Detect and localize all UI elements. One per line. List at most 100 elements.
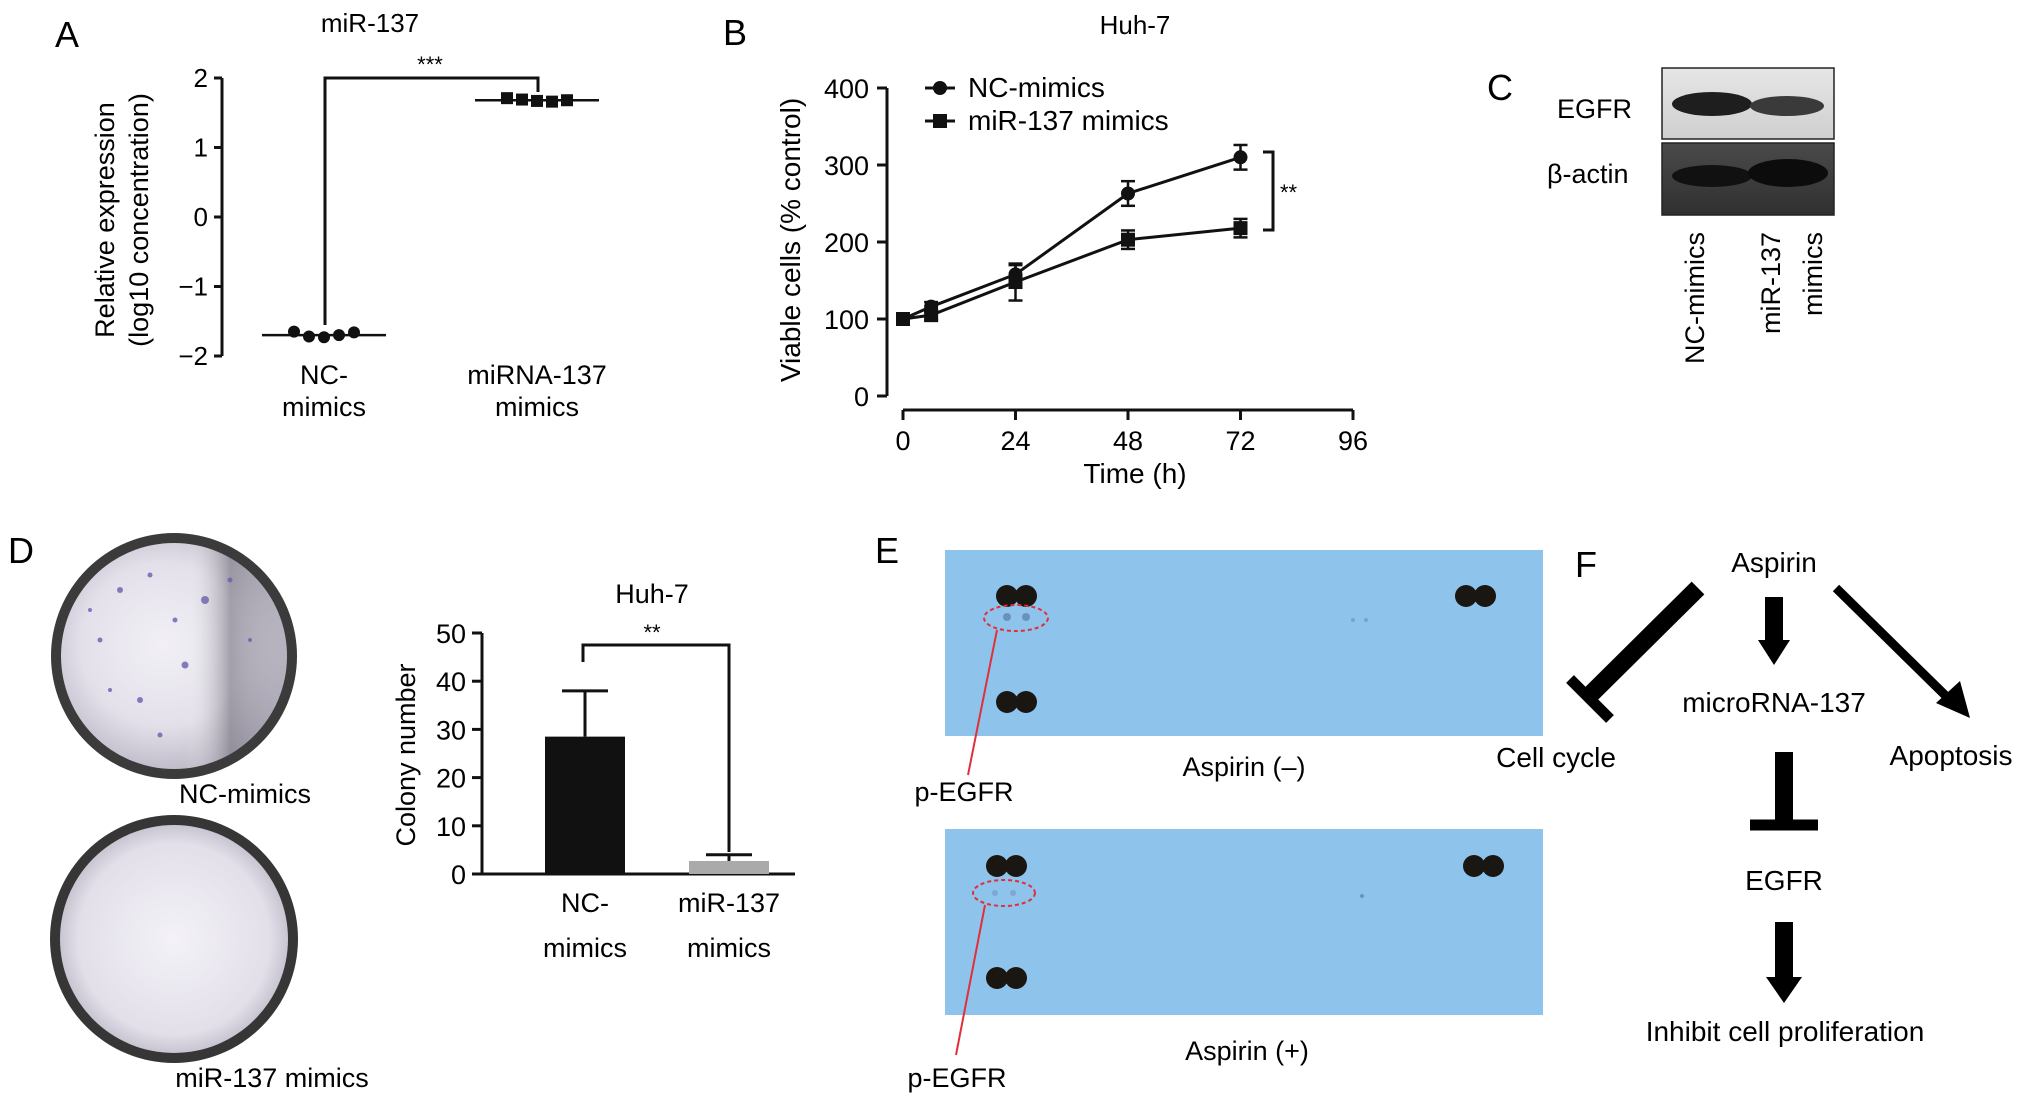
panel-b-x-tick-label: 0 [895, 426, 910, 456]
array-spot-ref-4a [986, 855, 1008, 877]
panel-letter-b: B [723, 12, 747, 53]
panel-d-ylabel: Colony number [391, 663, 421, 846]
array-caption-aspirin-plus: Aspirin (+) [1185, 1036, 1309, 1066]
panel-d-significance-bracket [581, 643, 731, 852]
panel-b-x-tick-label: 72 [1225, 426, 1255, 456]
panel-a-point [501, 92, 513, 105]
panel-a-point [333, 329, 345, 342]
panel-b-point [1008, 275, 1023, 290]
panel-b-point [896, 312, 910, 326]
pathway-node-aspirin: Aspirin [1731, 547, 1817, 578]
pathway-node-egfr: EGFR [1745, 865, 1823, 896]
pegfr-pointer-line-1 [967, 629, 998, 776]
pegfr-highlight-circle-2 [972, 879, 1036, 907]
panel-a-point [561, 94, 573, 107]
panel-a-ylabel-line1: Relative expression [90, 102, 120, 338]
panel-d-y-tick-label: 10 [436, 812, 466, 842]
panel-b-y-tick-label: 400 [824, 74, 869, 104]
panel-letter-e: E [875, 530, 899, 571]
panel-c-band-label-egfr: EGFR [1557, 94, 1632, 124]
panel-c-band-egfr-mir137 [1750, 96, 1824, 116]
panel-d-y-tick-label: 0 [451, 860, 466, 890]
panel-b-y-tick-label: 300 [824, 151, 869, 181]
panel-d-marks [545, 689, 769, 874]
panel-f: F Aspirin Cell cycle microRNA-137 Apopto… [1496, 544, 2012, 1047]
panel-d-y-tick-label: 20 [436, 764, 466, 794]
panel-a-point [546, 95, 558, 108]
panel-letter-f: F [1575, 544, 1597, 585]
panel-b-point [924, 308, 939, 323]
array-spot-ref-6a [986, 967, 1008, 989]
panel-d-significance-label: ** [643, 620, 661, 645]
panel-b-axes: 400 300 200 100 00 24 48 72 96 [824, 74, 1368, 456]
panel-a-title: miR-137 [321, 8, 419, 38]
array-spot-faint-2 [1360, 894, 1364, 898]
panel-c-lane-label-1: NC-mimics [1680, 232, 1710, 364]
panel-a-marks [262, 92, 599, 344]
panel-b-point [1121, 232, 1135, 247]
panel-a-point [318, 331, 330, 344]
colony-dish-2-plate [60, 825, 288, 1053]
panel-b-y-tick-label: 200 [824, 228, 869, 258]
panel-a-significance-bracket [323, 76, 540, 325]
pathway-arrow-head-outcome [1766, 977, 1802, 1003]
panel-d: D NC-mimics miR-137 mimics Huh-7 Colony … [8, 530, 795, 1093]
panel-c-band-actin-mir137 [1748, 159, 1828, 187]
panel-d-y-tick-label: 30 [436, 715, 466, 745]
panel-letter-d: D [8, 530, 34, 571]
panel-a-category-1-line2: mimics [282, 392, 366, 422]
panel-d-bar [689, 860, 769, 874]
pegfr-label-2: p-EGFR [907, 1063, 1006, 1093]
panel-a-category-2-line1: miRNA-137 [467, 360, 607, 390]
panel-a-ylabel-line2: (log10 concentration) [124, 93, 154, 347]
panel-b-marks [896, 143, 1248, 326]
array-spot-pegfr-1b [1022, 613, 1030, 621]
panel-letter-c: C [1487, 67, 1513, 108]
pathway-node-cell-cycle: Cell cycle [1496, 742, 1616, 773]
panel-d-category-1-line2: mimics [543, 933, 627, 963]
pathway-node-apoptosis: Apoptosis [1890, 740, 2013, 771]
panel-a-category-1-line1: NC- [300, 360, 348, 390]
array-spot-ref-5a [1463, 855, 1485, 877]
pathway-node-outcome: Inhibit cell proliferation [1646, 1016, 1925, 1047]
array-spot-ref-2a [1455, 585, 1477, 607]
panel-a-y-tick-label: −1 [178, 272, 208, 302]
array-spot-ref-3b [1015, 691, 1037, 713]
panel-b-legend-marker-2 [933, 114, 947, 128]
panel-a-axes: 2 1 0 −1 −2 [178, 63, 224, 371]
panel-letter-a: A [55, 14, 79, 55]
array-spot-ref-3a [996, 691, 1018, 713]
pathway-arrow-shaft-apoptosis [1832, 584, 1954, 704]
panel-a-point [531, 94, 543, 107]
panel-b: B Huh-7 Viable cells (% control) 400 300 2… [723, 10, 1368, 489]
array-membrane-aspirin-minus [945, 550, 1543, 736]
colony-dish-1-label: NC-mimics [179, 779, 311, 809]
array-spot-pegfr-1a [1003, 613, 1011, 621]
pegfr-label-1: p-EGFR [914, 777, 1013, 807]
panel-c-band-egfr-nc [1672, 92, 1752, 116]
panel-d-category-2-line2: mimics [687, 933, 771, 963]
panel-a-y-tick-label: 0 [194, 202, 208, 232]
panel-c-lane-label-2-line1: miR-137 [1756, 232, 1786, 334]
panel-e: E p-EGFR Aspirin (–) p-EGFR Aspirin (+) [875, 530, 1543, 1093]
colony-dish-1-colonies [88, 572, 252, 738]
panel-b-x-tick-label: 24 [1000, 426, 1030, 456]
panel-d-category-1-line1: NC- [561, 888, 609, 918]
panel-d-axes: 50 40 30 20 10 0 [436, 619, 795, 890]
panel-b-point [1233, 221, 1248, 236]
panel-a-y-tick-label: 2 [194, 63, 208, 93]
panel-b-y-tick-label: 0 [854, 382, 869, 412]
panel-d-bar [545, 736, 625, 874]
panel-a-y-tick-label: 1 [194, 133, 208, 163]
pathway-node-mirna: microRNA-137 [1682, 687, 1866, 718]
panel-b-x-tick-label: 48 [1113, 426, 1143, 456]
pathway-arrow-head-apoptosis [1936, 681, 1970, 718]
colony-dish-1-shadow [61, 543, 287, 769]
array-spot-ref-2b [1474, 585, 1496, 607]
array-spot-ref-5b [1482, 855, 1504, 877]
panel-a-y-tick-label: −2 [178, 341, 208, 371]
array-spot-ref-4b [1005, 855, 1027, 877]
panel-b-xlabel: Time (h) [1083, 458, 1186, 489]
array-spot-pegfr-2b [1010, 890, 1016, 896]
